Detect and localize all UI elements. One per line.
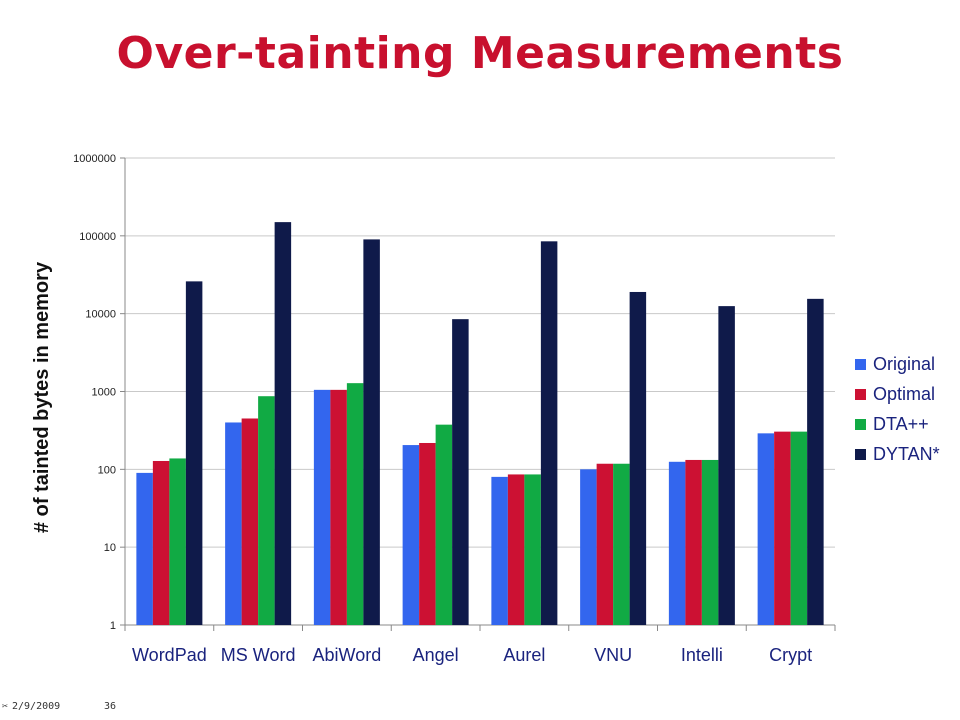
x-tick-label: Crypt [769,645,812,665]
bar-original-aurel [491,476,508,625]
y-axis-title: # of tainted bytes in memory [31,261,53,533]
x-tick-label: Intelli [681,645,723,665]
x-tick-label: WordPad [132,645,207,665]
bar-optimal-ms-word [241,418,259,625]
bar-original-intelli [668,461,686,625]
bar-dytan--crypt [807,298,824,625]
legend-swatch [855,419,866,430]
bar-dytan--intelli [718,306,735,625]
x-tick-label: Aurel [503,645,545,665]
footer-date: 2/9/2009 [12,701,61,712]
slide-footer: ✂ 2/9/2009 36 [0,701,140,715]
legend-swatch [855,449,866,460]
bar-dta--ms-word [258,396,275,625]
slide-title: Over-tainting Measurements [116,28,844,79]
legend-label: Optimal [873,384,935,404]
bar-dta--crypt [790,431,808,625]
bar-dytan--wordpad [185,281,203,625]
bar-optimal-crypt [774,431,791,625]
bar-optimal-aurel [507,474,525,625]
bar-optimal-intelli [685,459,702,625]
bar-original-crypt [757,433,775,625]
y-tick-label: 1000 [92,387,116,399]
y-tick-label: 100000 [79,231,116,243]
y-tick-label: 100 [98,464,116,476]
bar-dytan--ms-word [274,222,292,625]
bar-optimal-angel [419,442,436,625]
bar-dta--angel [435,424,453,625]
y-tick-label: 10000 [85,309,116,321]
legend-label: DTA++ [873,414,929,434]
x-tick-label: MS Word [221,645,296,665]
y-tick-label: 1000000 [73,153,116,165]
scissors-icon: ✂ [2,701,9,712]
bar-original-angel [402,445,420,625]
bar-original-vnu [580,469,597,625]
legend-swatch [855,389,866,400]
bar-dta--wordpad [169,458,186,625]
bar-dytan--angel [452,319,469,625]
legend-label: Original [873,354,935,374]
legend-swatch [855,359,866,370]
bar-dytan--vnu [629,291,647,625]
bar-optimal-vnu [596,463,614,625]
page-number: 36 [104,701,117,712]
bar-original-abiword [313,389,331,625]
legend-label: DYTAN* [873,444,940,464]
legend: Original Optimal DTA++ DYTAN* [855,354,940,464]
bars [136,222,824,626]
bar-optimal-wordpad [152,460,170,625]
bar-dta--intelli [701,459,719,625]
axis-labels: 1 10 100 1000 10000 100000 1000000 WordPad MS Wo… [31,153,812,665]
y-tick-label: 10 [104,542,116,554]
bar-dta--vnu [613,463,630,625]
bar-dta--aurel [524,474,541,625]
bar-original-wordpad [136,472,153,625]
bar-dta--abiword [346,383,364,625]
y-tick-label: 1 [110,620,116,632]
bar-dytan--abiword [363,239,380,626]
bar-original-ms-word [225,422,242,625]
x-tick-label: Angel [413,645,459,665]
x-tick-label: AbiWord [313,645,382,665]
x-tick-label: VNU [594,645,632,665]
bar-dytan--aurel [540,241,558,625]
bar-optimal-abiword [330,389,347,625]
